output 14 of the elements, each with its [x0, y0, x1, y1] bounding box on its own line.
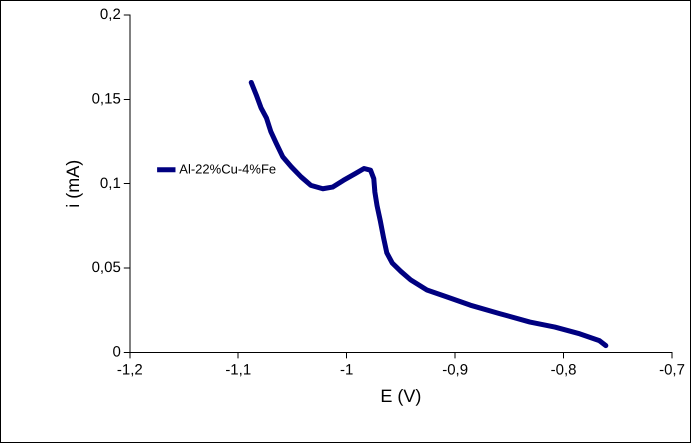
- x-tick-label: -0,8: [550, 362, 576, 379]
- x-tick-label: -0,7: [659, 362, 685, 379]
- x-tick-label: -1,1: [225, 362, 252, 379]
- y-tick-label: 0: [112, 344, 121, 361]
- x-tick-label: -1,2: [116, 362, 143, 379]
- y-axis-title: i (mA): [62, 160, 83, 208]
- y-tick-label: 0,05: [92, 259, 121, 276]
- y-tick-label: 0,15: [92, 90, 121, 108]
- x-tick-label: -0,9: [442, 362, 468, 379]
- legend-label: Al-22%Cu-4%Fe: [179, 161, 276, 176]
- x-tick-label: -1: [340, 362, 354, 379]
- y-tick-label: 0,2: [100, 6, 121, 24]
- y-tick-label: 0,1: [100, 174, 121, 192]
- x-axis-title: E (V): [380, 386, 422, 406]
